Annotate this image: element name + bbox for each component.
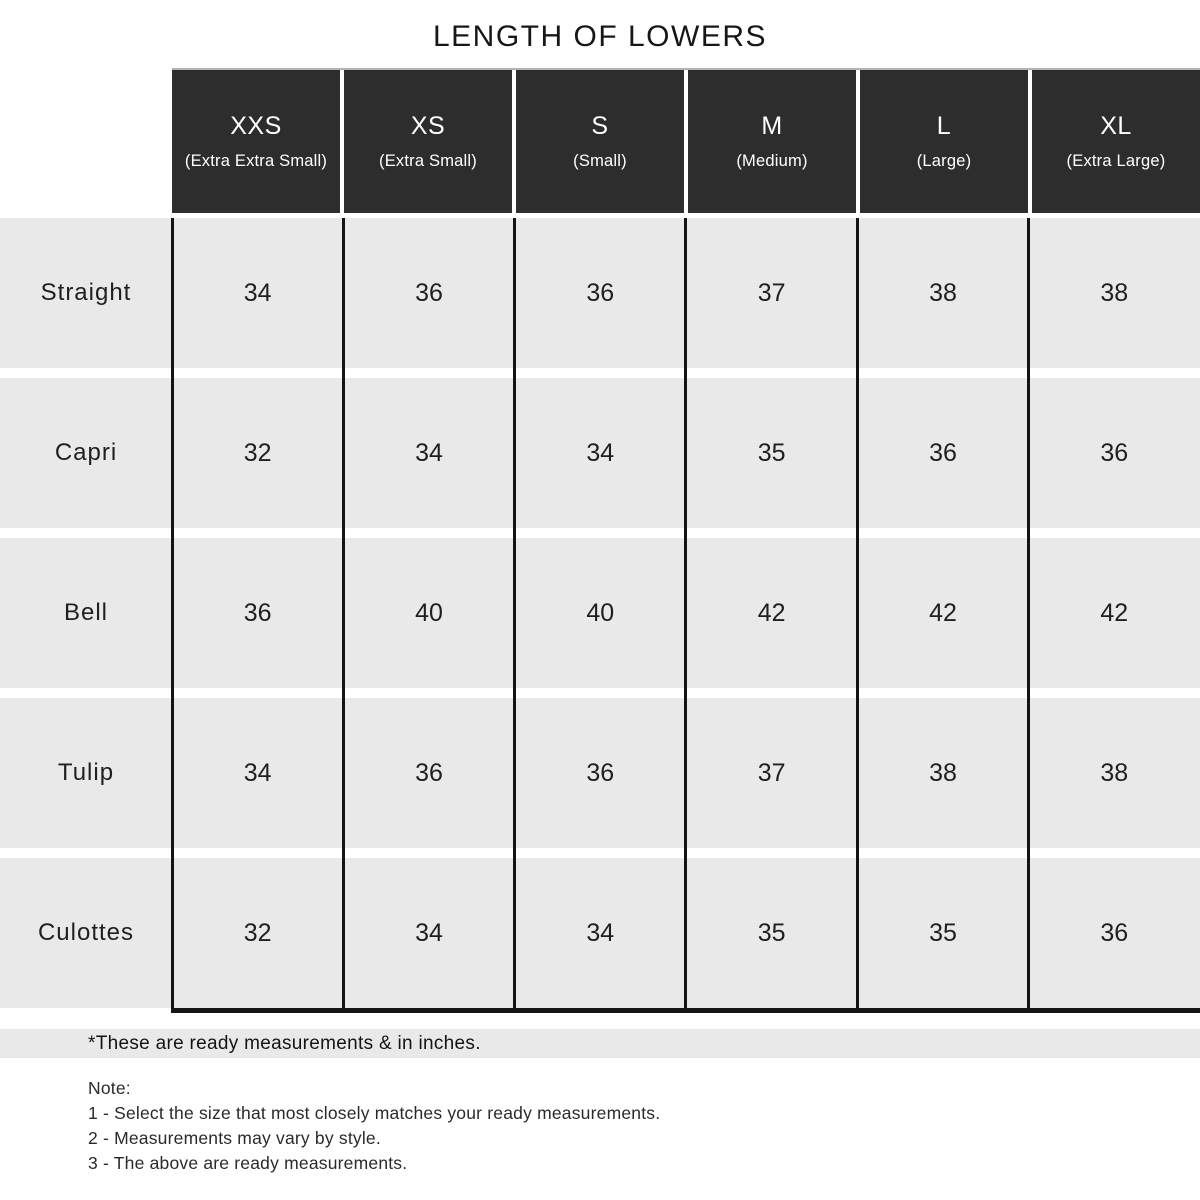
header-label-spacer: [0, 68, 172, 213]
page-title: LENGTH OF LOWERS: [432, 20, 768, 53]
note-item: 2 - Measurements may vary by style.: [88, 1128, 381, 1148]
table-cell: 38: [1028, 698, 1200, 848]
table-row-straight: Straight 34 36 36 37 38 38: [0, 218, 1200, 368]
size-description: (Small): [573, 152, 627, 170]
table-row-tulip: Tulip 34 36 36 37 38 38: [0, 698, 1200, 848]
size-code: XXS: [230, 112, 282, 140]
row-label: Bell: [0, 538, 172, 688]
row-label: Tulip: [0, 698, 172, 848]
header-cells: XXS (Extra Extra Small) XS (Extra Small)…: [172, 68, 1200, 213]
table-cell: 38: [1028, 218, 1200, 368]
table-cell: 38: [857, 698, 1029, 848]
header-cell-xl: XL (Extra Large): [1028, 70, 1200, 213]
note-item: 3 - The above are ready measurements.: [88, 1153, 408, 1173]
table-cell: 34: [514, 378, 686, 528]
size-description: (Extra Small): [379, 152, 477, 170]
row-label: Culottes: [0, 858, 172, 1008]
table-row-bell: Bell 36 40 40 42 42 42: [0, 538, 1200, 688]
table-cell: 42: [1028, 538, 1200, 688]
table-row-culottes: Culottes 32 34 34 35 35 36: [0, 858, 1200, 1008]
table-cell: 34: [343, 378, 515, 528]
table-cell: 36: [172, 538, 344, 688]
header-cell-xxs: XXS (Extra Extra Small): [172, 70, 340, 213]
size-code: XS: [410, 112, 446, 140]
table-cell: 36: [1028, 378, 1200, 528]
column-divider: [342, 218, 345, 1013]
size-chart-header: XXS (Extra Extra Small) XS (Extra Small)…: [0, 68, 1200, 213]
table-cell: 36: [514, 218, 686, 368]
table-cell: 36: [514, 698, 686, 848]
table-bottom-border: [171, 1008, 1200, 1013]
column-divider: [1027, 218, 1030, 1013]
table-cell: 35: [685, 378, 858, 528]
table-cell: 36: [343, 698, 515, 848]
size-description: (Extra Extra Small): [184, 152, 328, 170]
table-cell: 37: [685, 218, 858, 368]
table-cell: 38: [857, 218, 1029, 368]
size-description: (Medium): [736, 152, 808, 170]
size-description: (Extra Large): [1066, 152, 1166, 170]
column-divider: [513, 218, 516, 1013]
table-cell: 32: [172, 378, 344, 528]
header-cell-l: L (Large): [856, 70, 1028, 213]
header-cell-m: M (Medium): [684, 70, 856, 213]
size-code: L: [936, 112, 952, 140]
table-cell: 36: [1028, 858, 1200, 1008]
table-cell: 34: [172, 218, 344, 368]
table-cell: 42: [685, 538, 858, 688]
column-divider: [171, 218, 174, 1013]
size-code: M: [761, 112, 783, 140]
table-row-capri: Capri 32 34 34 35 36 36: [0, 378, 1200, 528]
table-cell: 40: [514, 538, 686, 688]
table-cell: 42: [857, 538, 1029, 688]
row-label: Capri: [0, 378, 172, 528]
note-item: 1 - Select the size that most closely ma…: [88, 1103, 661, 1123]
column-divider: [856, 218, 859, 1013]
header-cell-s: S (Small): [512, 70, 684, 213]
size-code: XL: [1100, 112, 1132, 140]
table-cell: 35: [857, 858, 1029, 1008]
table-cell: 32: [172, 858, 344, 1008]
size-chart-body: Straight 34 36 36 37 38 38 Capri 32 34 3…: [0, 218, 1200, 1013]
table-cell: 37: [685, 698, 858, 848]
header-cell-xs: XS (Extra Small): [340, 70, 512, 213]
table-cell: 36: [343, 218, 515, 368]
note-heading: Note:: [88, 1078, 131, 1098]
table-cell: 34: [514, 858, 686, 1008]
table-cell: 34: [172, 698, 344, 848]
footnote: *These are ready measurements & in inche…: [0, 1029, 1200, 1058]
size-description: (Large): [916, 152, 972, 170]
table-cell: 36: [857, 378, 1029, 528]
size-code: S: [591, 112, 609, 140]
table-cell: 40: [343, 538, 515, 688]
table-cell: 35: [685, 858, 858, 1008]
table-cell: 34: [343, 858, 515, 1008]
notes-section: Note: 1 - Select the size that most clos…: [0, 1075, 1200, 1176]
column-divider: [684, 218, 687, 1013]
row-label: Straight: [0, 218, 172, 368]
